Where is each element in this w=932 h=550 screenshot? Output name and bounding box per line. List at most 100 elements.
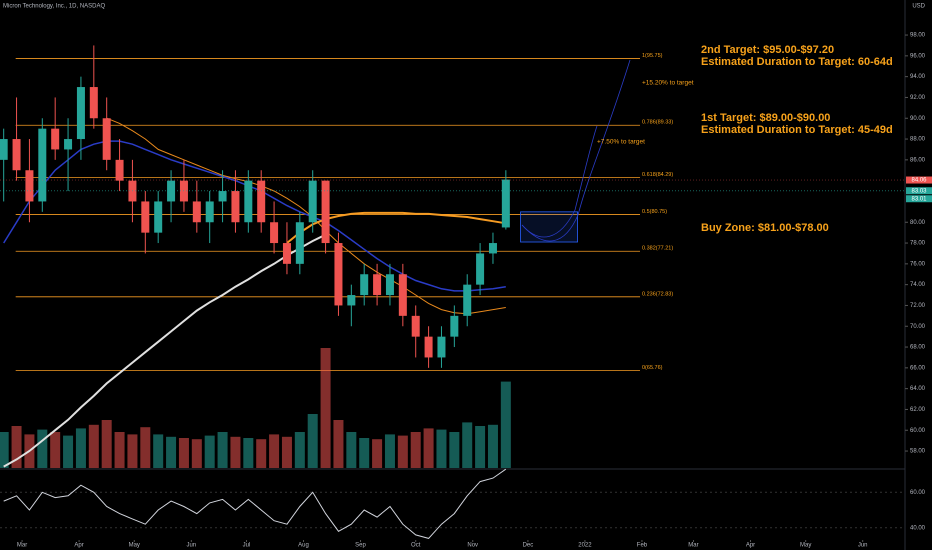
volume-bar	[410, 432, 421, 468]
volume-bar	[114, 432, 125, 468]
price-tag	[906, 187, 932, 195]
candle-body	[270, 222, 279, 244]
moving-average	[3, 140, 506, 292]
volume-bar	[0, 432, 9, 468]
candle-body	[141, 201, 150, 233]
volume-bar	[75, 428, 86, 468]
volume-bar	[204, 435, 215, 468]
candle-body	[398, 274, 407, 316]
volume-bar	[140, 427, 151, 468]
fib-label: 0.382(77.21)	[642, 246, 673, 252]
x-tick-label: Jun	[858, 543, 868, 549]
candle-body	[373, 274, 382, 296]
annotation: Estimated Duration to Target: 45-49d	[701, 124, 893, 136]
candle-body	[218, 191, 227, 202]
candle-body	[488, 243, 497, 254]
y-tick-label: 86.00	[910, 157, 926, 163]
candle-body	[295, 222, 304, 264]
x-tick-label: Sep	[355, 543, 366, 549]
volume-bar	[346, 432, 357, 468]
candle-body	[501, 179, 510, 228]
rsi-tick-label: 40.00	[910, 525, 926, 531]
chart-title: Micron Technology, Inc., 1D, NASDAQ	[3, 4, 105, 10]
volume-bar	[462, 422, 473, 468]
y-tick-label: 80.00	[910, 220, 926, 226]
candle-body	[450, 315, 459, 337]
price-tag-label: 83.01	[911, 196, 927, 202]
annotation: Estimated Duration to Target: 60-64d	[701, 56, 893, 68]
rsi-line	[3, 468, 507, 539]
annotation: +15.20% to target	[642, 80, 694, 87]
y-tick-label: 92.00	[910, 95, 926, 101]
x-tick-label: Oct	[411, 543, 421, 549]
price-tag	[906, 195, 932, 203]
y-tick-label: 58.00	[910, 449, 926, 455]
candle-body	[411, 315, 420, 337]
fib-label: 0.786(89.33)	[642, 120, 673, 126]
x-tick-label: May	[800, 543, 811, 549]
candle-body	[115, 159, 124, 181]
y-tick-label: 88.00	[910, 137, 926, 143]
buy-zone-box	[520, 211, 578, 243]
y-tick-label: 98.00	[910, 33, 926, 39]
moving-average	[106, 117, 506, 315]
currency: USD	[912, 4, 925, 10]
y-tick-label: 66.00	[910, 365, 926, 371]
fib-label: 1(95.75)	[642, 53, 663, 59]
x-tick-label: Mar	[688, 543, 698, 549]
x-tick-label: Mar	[17, 543, 27, 549]
price-tag-label: 84.06	[911, 178, 927, 184]
y-tick-label: 96.00	[910, 53, 926, 59]
volume-bar	[217, 432, 228, 468]
fib-label: 0.236(72.83)	[642, 291, 673, 297]
volume-bar	[101, 420, 112, 468]
candle-body	[463, 284, 472, 316]
candle-body	[231, 191, 240, 223]
volume-bar	[127, 434, 138, 468]
candle-body	[334, 243, 343, 306]
volume-bar	[256, 439, 267, 468]
candle-body	[12, 139, 21, 171]
volume-bar	[243, 438, 254, 468]
x-tick-label: Aug	[298, 543, 309, 549]
annotation: 1st Target: $89.00-$90.00	[701, 112, 830, 124]
volume-bar	[333, 420, 344, 468]
candle-body	[244, 180, 253, 223]
y-tick-label: 64.00	[910, 386, 926, 392]
y-tick-label: 70.00	[910, 324, 926, 330]
price-tag-label: 83.03	[911, 188, 927, 194]
y-tick-label: 72.00	[910, 303, 926, 309]
candle-body	[192, 201, 201, 223]
volume-bar	[359, 438, 370, 468]
moving-average	[3, 233, 327, 468]
price-tag	[906, 176, 932, 184]
x-tick-label: Jul	[243, 543, 251, 549]
volume-bar	[281, 436, 292, 468]
y-tick-label: 60.00	[910, 428, 926, 434]
annotation: 2nd Target: $95.00-$97.20	[701, 44, 834, 56]
volume-bar	[50, 432, 61, 468]
candle-body	[0, 139, 8, 160]
volume-bar	[307, 414, 318, 468]
volume-bar	[63, 435, 74, 468]
volume-bar	[487, 424, 498, 468]
candle-body	[321, 180, 330, 244]
candle-body	[25, 170, 34, 202]
candle-body	[424, 336, 433, 358]
fib-label: 0.618(84.29)	[642, 172, 673, 178]
rsi-tick-label: 60.00	[910, 490, 926, 496]
candle-body	[347, 295, 356, 306]
y-tick-label: 78.00	[910, 241, 926, 247]
x-tick-label: Apr	[746, 543, 755, 549]
volume-bar	[384, 434, 395, 468]
annotation: +7.50% to target	[597, 139, 645, 146]
candle-body	[38, 128, 47, 202]
y-tick-label: 74.00	[910, 282, 926, 288]
volume-bar	[191, 439, 202, 468]
volume-bar	[294, 432, 305, 468]
x-tick-label: May	[129, 543, 140, 549]
x-tick-label: 2022	[578, 543, 592, 549]
candle-body	[257, 180, 266, 223]
candle-body	[308, 180, 317, 223]
candle-body	[76, 87, 85, 140]
